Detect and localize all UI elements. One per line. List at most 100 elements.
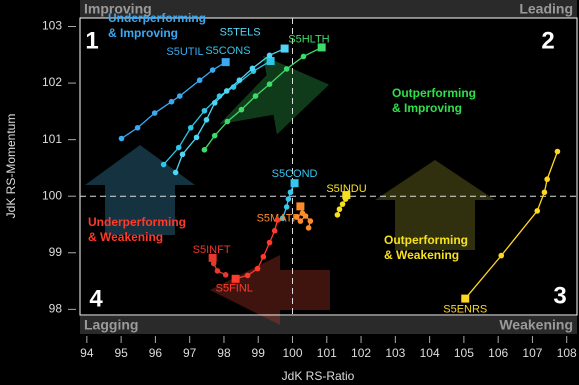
trail-point <box>334 212 341 218</box>
quadrant-label: & Weakening <box>88 230 163 244</box>
y-axis-label: JdK RS-Momentum <box>4 114 18 219</box>
head-marker <box>461 294 470 303</box>
head-marker <box>231 274 240 283</box>
trail-point <box>209 67 216 73</box>
head-marker <box>342 191 351 200</box>
trail-point <box>541 189 548 196</box>
quadrant-label: & Improving <box>392 101 462 115</box>
trail-point <box>283 66 290 72</box>
corner-label: Leading <box>519 1 573 17</box>
trail-point <box>201 147 208 153</box>
trail <box>464 151 559 300</box>
trail-point <box>134 124 141 131</box>
trail-point <box>336 206 343 213</box>
head-marker <box>280 44 289 53</box>
top-band <box>80 0 577 18</box>
y-tick-label: 103 <box>42 19 62 33</box>
trail-point <box>293 214 300 220</box>
trail-point <box>339 201 346 207</box>
head-marker <box>296 202 305 211</box>
trail-point <box>214 268 221 274</box>
x-tick-label: 101 <box>317 346 337 360</box>
trail-point <box>260 253 267 260</box>
series-label: S5COND <box>272 168 318 180</box>
quadrant-number: 2 <box>541 27 554 54</box>
trail-point <box>300 53 307 60</box>
head-marker <box>266 56 275 65</box>
x-tick-label: 108 <box>557 346 577 360</box>
x-tick-label: 99 <box>252 346 266 360</box>
rotation-arrows <box>85 55 495 325</box>
trail-point <box>238 106 245 113</box>
quadrant-label: Underperforming <box>88 215 186 229</box>
trail-point <box>498 252 505 259</box>
trail-point <box>175 144 182 151</box>
x-tick-label: 97 <box>183 346 197 360</box>
quadrant-label: Outperforming <box>392 86 476 100</box>
x-tick-label: 102 <box>351 346 371 360</box>
quadrant-number: 1 <box>85 27 98 54</box>
x-tick-label: 100 <box>282 346 302 360</box>
trail-point <box>193 134 200 141</box>
bottom-band <box>80 316 577 334</box>
x-tick-label: 106 <box>488 346 508 360</box>
series-label: S5UTIL <box>166 46 203 58</box>
trail-point <box>179 151 186 158</box>
trail-point <box>534 208 541 214</box>
trail-point <box>201 107 208 114</box>
trail-point <box>244 272 251 279</box>
x-tick-label: 105 <box>454 346 474 360</box>
head-marker <box>317 43 326 52</box>
series-label: S5TELS <box>220 26 261 38</box>
corner-label: Weakening <box>499 317 573 333</box>
series-label: S5INDU <box>326 183 366 195</box>
trail-point <box>223 88 230 94</box>
trail-point <box>151 110 158 116</box>
quadrant-label: Outperforming <box>384 233 468 247</box>
series-label: S5CONS <box>205 45 250 57</box>
y-tick-label: 102 <box>42 75 62 89</box>
trail-point <box>236 77 243 84</box>
trail-point <box>187 124 194 131</box>
trail-point <box>544 176 550 183</box>
trail-point <box>252 93 259 99</box>
series-label: S5FINL <box>216 283 253 295</box>
trail-point <box>266 239 273 246</box>
x-tick-label: 95 <box>114 346 128 360</box>
head-marker <box>221 58 230 67</box>
trail-point <box>176 93 183 99</box>
trail-point <box>285 196 292 202</box>
trail-point <box>172 169 179 176</box>
y-tick-label: 99 <box>49 245 63 259</box>
trail-point <box>274 217 281 223</box>
trail-point <box>160 161 167 168</box>
trail-point <box>196 77 203 84</box>
x-tick-label: 96 <box>149 346 163 360</box>
trail-point <box>203 117 210 123</box>
head-marker <box>290 179 299 188</box>
trail-point <box>168 98 175 105</box>
y-tick-label: 100 <box>42 188 62 202</box>
trail-point <box>211 100 218 106</box>
trail-point <box>307 218 314 224</box>
trail-point <box>254 265 261 272</box>
x-tick-label: 98 <box>217 346 231 360</box>
trail-point <box>287 189 294 196</box>
trail-point <box>118 135 125 142</box>
trail-point <box>222 272 229 278</box>
trail-point <box>271 227 278 234</box>
trail-point <box>266 81 273 87</box>
corner-label: Lagging <box>84 317 138 333</box>
quadrant-label: & Weakening <box>384 248 459 262</box>
y-tick-label: 101 <box>42 132 62 146</box>
series-label: S5INFT <box>193 244 231 256</box>
trail-point <box>210 260 217 267</box>
trail-point <box>297 218 304 224</box>
trail-point <box>279 215 286 222</box>
series-label: S5HLTH <box>288 33 329 45</box>
trail-point <box>299 210 306 216</box>
x-tick-label: 103 <box>385 346 405 360</box>
trail-point <box>283 204 290 210</box>
y-tick-label: 98 <box>49 302 63 316</box>
